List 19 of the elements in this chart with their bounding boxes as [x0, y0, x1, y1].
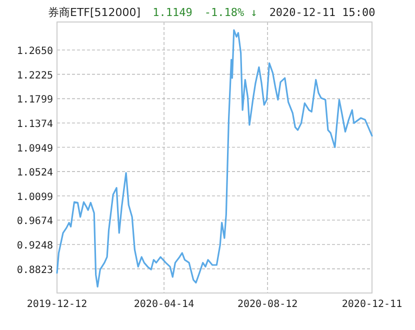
y-tick-label: 1.0524 [16, 168, 53, 179]
line-series [56, 29, 373, 288]
x-tick-label: 2019-12-12 [26, 299, 88, 310]
y-tick-label: 1.0949 [16, 143, 53, 154]
y-tick-label: 0.9674 [16, 216, 53, 228]
text: 2020-12-11 15:00 [269, 6, 376, 19]
text: -1.18% ↓ [204, 6, 258, 19]
y-tick-label: 0.8823 [16, 264, 53, 276]
text: 1.1149 [152, 6, 192, 19]
chart-title: 券商ETF[512000] [48, 6, 141, 19]
y-tick-label: 0.9248 [16, 240, 53, 252]
y-tick-label: 1.0099 [16, 192, 53, 203]
y-tick-label: 1.2650 [16, 46, 53, 58]
x-tick-label: 2020-12-11 [342, 299, 402, 310]
x-tick-label: 2020-08-12 [237, 299, 298, 310]
x-tick-label: 2020-04-14 [134, 299, 194, 310]
y-tick-label: 1.1374 [16, 118, 53, 130]
y-tick-label: 1.2225 [16, 70, 53, 82]
y-tick-label: 1.1799 [16, 94, 53, 106]
